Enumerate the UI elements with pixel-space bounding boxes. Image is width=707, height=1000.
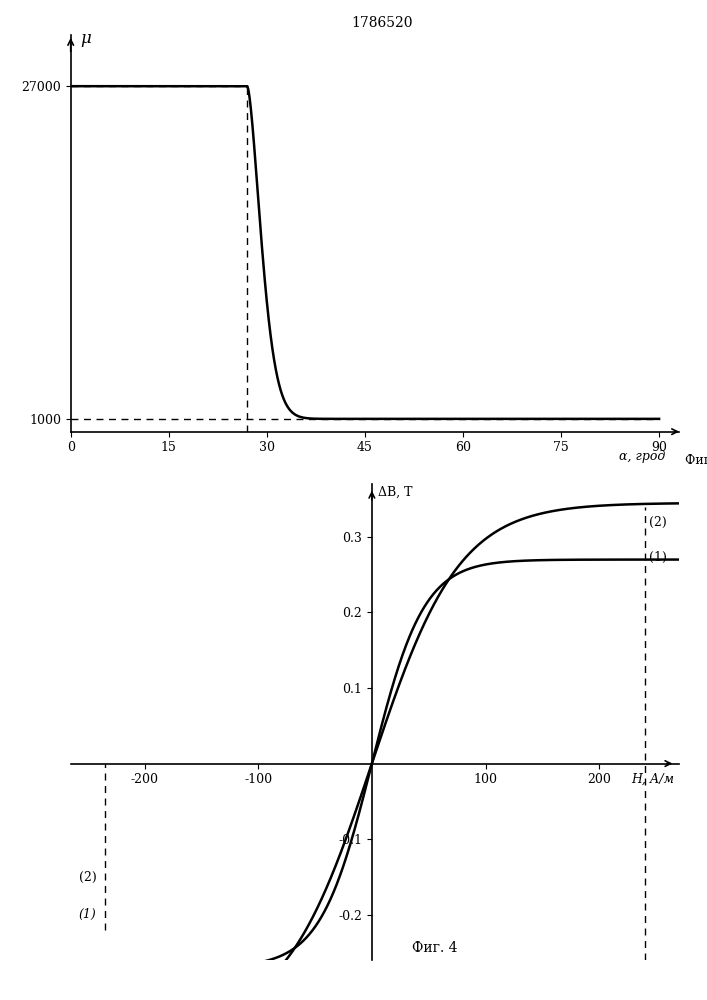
- Text: μ: μ: [81, 30, 91, 47]
- Text: Фиг. 3.: Фиг. 3.: [685, 454, 707, 467]
- Text: (1): (1): [78, 908, 96, 921]
- Text: (2): (2): [78, 871, 96, 884]
- Text: H, А/м: H, А/м: [631, 772, 674, 785]
- Text: Фиг. 4: Фиг. 4: [411, 941, 457, 955]
- Text: α, грод: α, грод: [619, 450, 666, 463]
- Text: 1786520: 1786520: [351, 16, 412, 30]
- Text: (1): (1): [649, 551, 667, 564]
- Text: ΔB, T: ΔB, T: [378, 485, 412, 498]
- Text: (2): (2): [649, 516, 667, 529]
